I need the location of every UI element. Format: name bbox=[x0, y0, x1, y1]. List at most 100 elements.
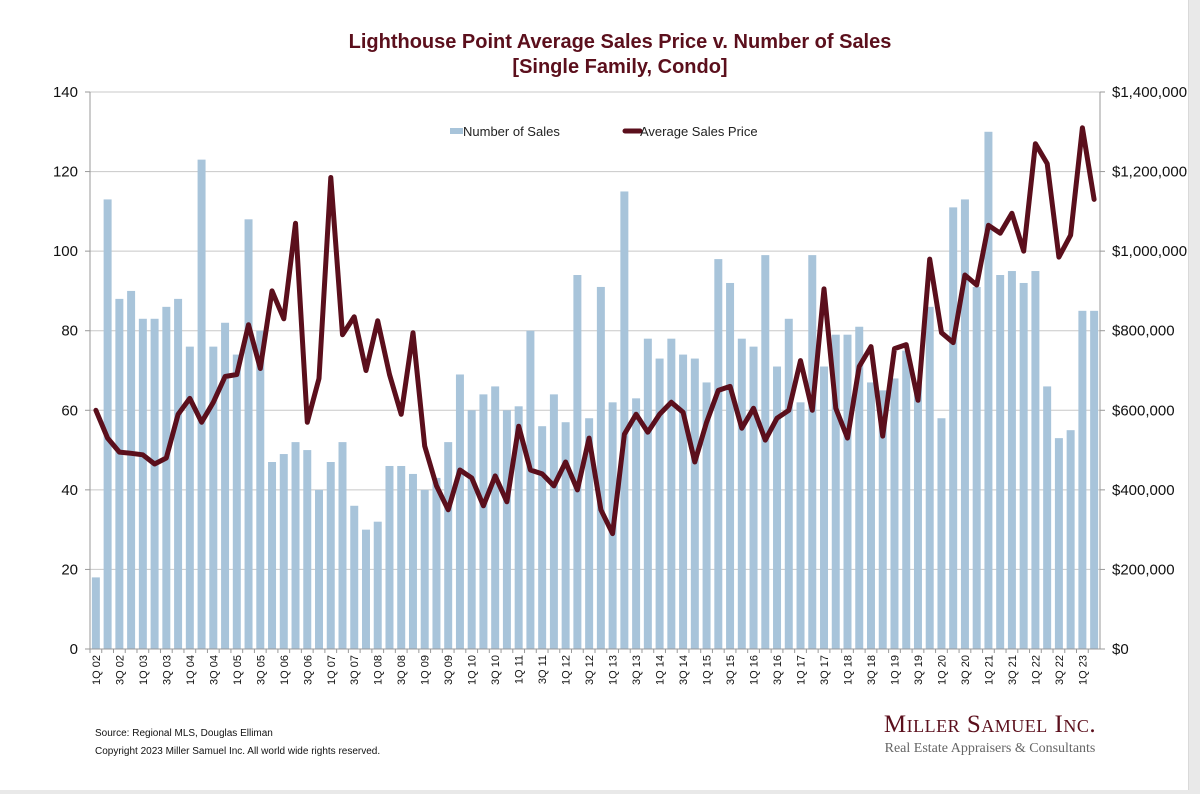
y-left-tick-label: 80 bbox=[61, 323, 78, 340]
x-tick-label: 3Q 17 bbox=[819, 655, 831, 685]
bar-number-of-sales bbox=[784, 318, 793, 649]
copyright-note: Copyright 2023 Miller Samuel Inc. All wo… bbox=[95, 746, 381, 757]
x-tick-label: 3Q 02 bbox=[114, 655, 126, 685]
x-tick-label: 3Q 16 bbox=[772, 655, 784, 685]
bar-number-of-sales bbox=[1019, 282, 1028, 649]
chart-subtitle: [Single Family, Condo] bbox=[512, 56, 728, 78]
bar-number-of-sales bbox=[350, 505, 359, 649]
y-right-tick-label: $1,200,000 bbox=[1112, 164, 1187, 181]
x-tick-label: 3Q 04 bbox=[208, 655, 220, 685]
y-right-tick-label: $200,000 bbox=[1112, 561, 1175, 578]
y-left-tick-label: 40 bbox=[61, 482, 78, 499]
y-left-tick-label: 140 bbox=[53, 84, 78, 101]
bar-number-of-sales bbox=[843, 334, 852, 649]
bar-number-of-sales bbox=[737, 338, 746, 649]
y-left-tick-label: 120 bbox=[53, 164, 78, 181]
bar-number-of-sales bbox=[197, 159, 206, 649]
x-tick-label: 1Q 03 bbox=[138, 655, 150, 685]
bar-number-of-sales bbox=[209, 346, 218, 649]
bar-series bbox=[91, 131, 1099, 650]
bar-number-of-sales bbox=[596, 286, 605, 649]
bar-number-of-sales bbox=[1031, 271, 1040, 649]
bar-number-of-sales bbox=[773, 366, 782, 649]
bar-number-of-sales bbox=[1078, 310, 1087, 649]
bar-number-of-sales bbox=[796, 402, 805, 649]
legend: Number of Sales Average Sales Price bbox=[450, 124, 758, 139]
bar-number-of-sales bbox=[937, 418, 946, 649]
bar-number-of-sales bbox=[279, 454, 288, 649]
y-left-tick-label: 100 bbox=[53, 243, 78, 260]
x-tick-label: 1Q 06 bbox=[279, 655, 291, 685]
bar-number-of-sales bbox=[667, 338, 676, 649]
x-tick-label: 1Q 17 bbox=[796, 655, 808, 685]
x-tick-label: 1Q 07 bbox=[326, 655, 338, 685]
y-left-tick-label: 60 bbox=[61, 402, 78, 419]
bar-number-of-sales bbox=[890, 378, 899, 649]
x-tick-label: 1Q 18 bbox=[843, 655, 855, 685]
x-tick-label: 1Q 19 bbox=[889, 655, 901, 685]
bar-number-of-sales bbox=[573, 275, 582, 649]
bar-number-of-sales bbox=[1090, 310, 1099, 649]
x-tick-label: 1Q 14 bbox=[655, 655, 667, 685]
bar-number-of-sales bbox=[913, 382, 922, 649]
x-tick-label: 1Q 13 bbox=[608, 655, 620, 685]
bar-number-of-sales bbox=[702, 382, 711, 649]
x-tick-label: 3Q 03 bbox=[161, 655, 173, 685]
bar-number-of-sales bbox=[585, 418, 594, 649]
bar-number-of-sales bbox=[538, 426, 547, 649]
bar-number-of-sales bbox=[502, 410, 511, 649]
x-tick-label: 3Q 22 bbox=[1054, 655, 1066, 685]
x-tick-label: 3Q 20 bbox=[960, 655, 972, 685]
bar-number-of-sales bbox=[315, 489, 324, 649]
bar-number-of-sales bbox=[620, 191, 629, 649]
bar-number-of-sales bbox=[514, 406, 523, 649]
x-tick-label: 3Q 05 bbox=[255, 655, 267, 685]
x-tick-label: 3Q 11 bbox=[537, 655, 549, 684]
x-tick-label: 3Q 07 bbox=[349, 655, 361, 685]
x-tick-label: 3Q 21 bbox=[1007, 655, 1019, 685]
bar-number-of-sales bbox=[655, 358, 664, 649]
bar-number-of-sales bbox=[361, 529, 370, 649]
legend-label-bars: Number of Sales bbox=[463, 124, 560, 139]
bar-number-of-sales bbox=[373, 521, 382, 649]
x-tick-label: 1Q 16 bbox=[749, 655, 761, 685]
bar-number-of-sales bbox=[820, 366, 829, 649]
company-logo: Miller Samuel Inc. Real Estate Appraiser… bbox=[862, 711, 1118, 759]
bar-number-of-sales bbox=[690, 358, 699, 649]
bar-number-of-sales bbox=[232, 354, 241, 649]
x-tick-label: 1Q 23 bbox=[1077, 655, 1089, 685]
chart: 0 $0 20 $200,000 40 $400,000 60 $600,000 80 $800,… bbox=[53, 84, 1187, 685]
bar-number-of-sales bbox=[162, 306, 171, 649]
bar-number-of-sales bbox=[960, 199, 969, 649]
bar-number-of-sales bbox=[491, 386, 500, 649]
legend-label-line: Average Sales Price bbox=[640, 124, 758, 139]
chart-title: Lighthouse Point Average Sales Price v. … bbox=[348, 31, 892, 53]
bar-number-of-sales bbox=[91, 577, 100, 649]
y-right-tick-label: $1,000,000 bbox=[1112, 243, 1187, 260]
bar-number-of-sales bbox=[479, 394, 488, 649]
bar-number-of-sales bbox=[185, 346, 194, 649]
bar-number-of-sales bbox=[526, 330, 535, 649]
bar-number-of-sales bbox=[808, 255, 817, 649]
x-tick-label: 3Q 06 bbox=[302, 655, 314, 685]
logo-name: Miller Samuel Inc. bbox=[883, 711, 1097, 738]
source-note: Source: Regional MLS, Douglas Elliman bbox=[95, 728, 273, 739]
bar-number-of-sales bbox=[256, 330, 265, 649]
x-tick-label: 3Q 19 bbox=[913, 655, 925, 685]
logo-tagline: Real Estate Appraisers & Consultants bbox=[884, 741, 1096, 756]
x-tick-label: 3Q 14 bbox=[678, 655, 690, 685]
y-right-tick-label: $400,000 bbox=[1112, 482, 1175, 499]
bar-number-of-sales bbox=[455, 374, 464, 649]
bar-number-of-sales bbox=[385, 465, 394, 649]
bar-number-of-sales bbox=[1054, 438, 1063, 649]
line-series bbox=[93, 125, 1097, 537]
bar-number-of-sales bbox=[549, 394, 558, 649]
bar-number-of-sales bbox=[291, 442, 300, 649]
axes: 0 $0 20 $200,000 40 $400,000 60 $600,000 80 $800,… bbox=[53, 84, 1187, 685]
bar-number-of-sales bbox=[714, 259, 723, 649]
bar-number-of-sales bbox=[408, 473, 417, 649]
bar-number-of-sales bbox=[878, 390, 887, 649]
bar-number-of-sales bbox=[761, 255, 770, 649]
x-tick-label: 1Q 08 bbox=[373, 655, 385, 685]
x-tick-label: 3Q 10 bbox=[490, 655, 502, 685]
